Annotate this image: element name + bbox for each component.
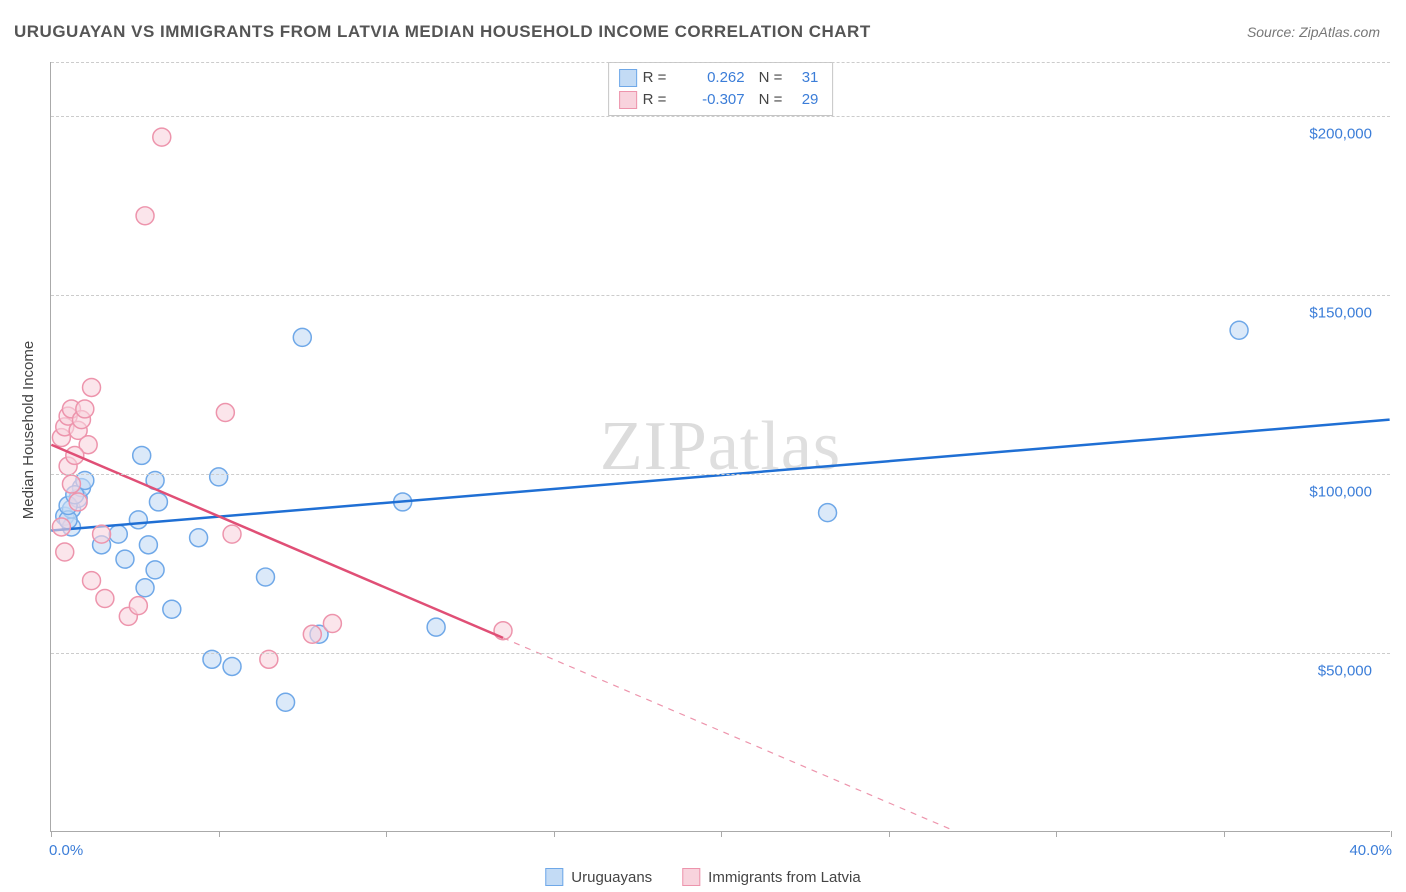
x-tick [1224,831,1225,837]
data-point [216,404,234,422]
legend-swatch [682,868,700,886]
data-point [129,511,147,529]
x-tick [1391,831,1392,837]
data-point [323,615,341,633]
source-value: ZipAtlas.com [1299,24,1380,40]
scatter-svg [51,62,1390,831]
data-point [83,378,101,396]
x-tick [889,831,890,837]
gridline [51,62,1390,63]
trend-line [51,420,1389,531]
data-point [96,590,114,608]
y-axis-title: Median Household Income [20,341,37,519]
data-point [52,518,70,536]
legend-swatch [545,868,563,886]
x-tick [386,831,387,837]
y-tick-label: $200,000 [1309,125,1372,142]
data-point [76,400,94,418]
chart-title: URUGUAYAN VS IMMIGRANTS FROM LATVIA MEDI… [14,22,871,42]
data-point [223,657,241,675]
data-point [257,568,275,586]
data-point [210,468,228,486]
data-point [1230,321,1248,339]
data-point [277,693,295,711]
data-point [223,525,241,543]
data-point [293,328,311,346]
x-tick [554,831,555,837]
source-attribution: Source: ZipAtlas.com [1247,24,1380,40]
correlation-legend: R = 0.262 N =31 R = -0.307 N =29 [608,62,834,116]
y-tick-label: $50,000 [1318,662,1372,679]
x-tick-label: 0.0% [49,842,83,859]
y-tick-label: $150,000 [1309,304,1372,321]
n-value: 29 [788,89,818,111]
data-point [303,625,321,643]
r-label: R = [643,89,677,111]
correlation-legend-row: R = -0.307 N =29 [619,89,819,111]
data-point [153,128,171,146]
series-legend: Uruguayans Immigrants from Latvia [545,868,860,886]
series-legend-item: Uruguayans [545,868,652,886]
data-point [136,579,154,597]
x-tick [1056,831,1057,837]
data-point [69,493,87,511]
r-label: R = [643,67,677,89]
data-point [146,561,164,579]
n-label: N = [759,67,783,89]
source-label: Source: [1247,24,1299,40]
legend-swatch [619,91,637,109]
data-point [149,493,167,511]
trend-line-dashed [503,638,955,831]
x-tick-label: 40.0% [1349,842,1392,859]
data-point [819,504,837,522]
gridline [51,653,1390,654]
chart-container: URUGUAYAN VS IMMIGRANTS FROM LATVIA MEDI… [0,0,1406,892]
data-point [62,475,80,493]
data-point [83,572,101,590]
x-tick [51,831,52,837]
data-point [136,207,154,225]
plot-area: ZIPatlas R =0.262N =31R =-0.307N =29 $50… [50,62,1390,832]
legend-swatch [619,69,637,87]
gridline [51,295,1390,296]
data-point [116,550,134,568]
x-tick [721,831,722,837]
gridline [51,474,1390,475]
y-tick-label: $100,000 [1309,483,1372,500]
r-value: -0.307 [683,89,745,111]
data-point [190,529,208,547]
data-point [139,536,157,554]
data-point [133,446,151,464]
data-point [109,525,127,543]
series-legend-item: Immigrants from Latvia [682,868,861,886]
r-value: 0.262 [683,67,745,89]
data-point [163,600,181,618]
correlation-legend-row: R = 0.262 N =31 [619,67,819,89]
n-value: 31 [788,67,818,89]
series-legend-label: Immigrants from Latvia [708,869,861,886]
data-point [129,597,147,615]
x-tick [219,831,220,837]
data-point [427,618,445,636]
data-point [56,543,74,561]
data-point [93,525,111,543]
n-label: N = [759,89,783,111]
gridline [51,116,1390,117]
series-legend-label: Uruguayans [571,869,652,886]
